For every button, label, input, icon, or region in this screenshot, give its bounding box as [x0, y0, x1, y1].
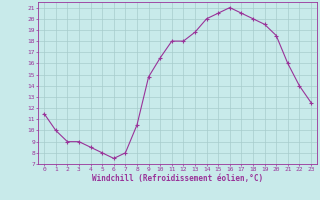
X-axis label: Windchill (Refroidissement éolien,°C): Windchill (Refroidissement éolien,°C)	[92, 174, 263, 183]
